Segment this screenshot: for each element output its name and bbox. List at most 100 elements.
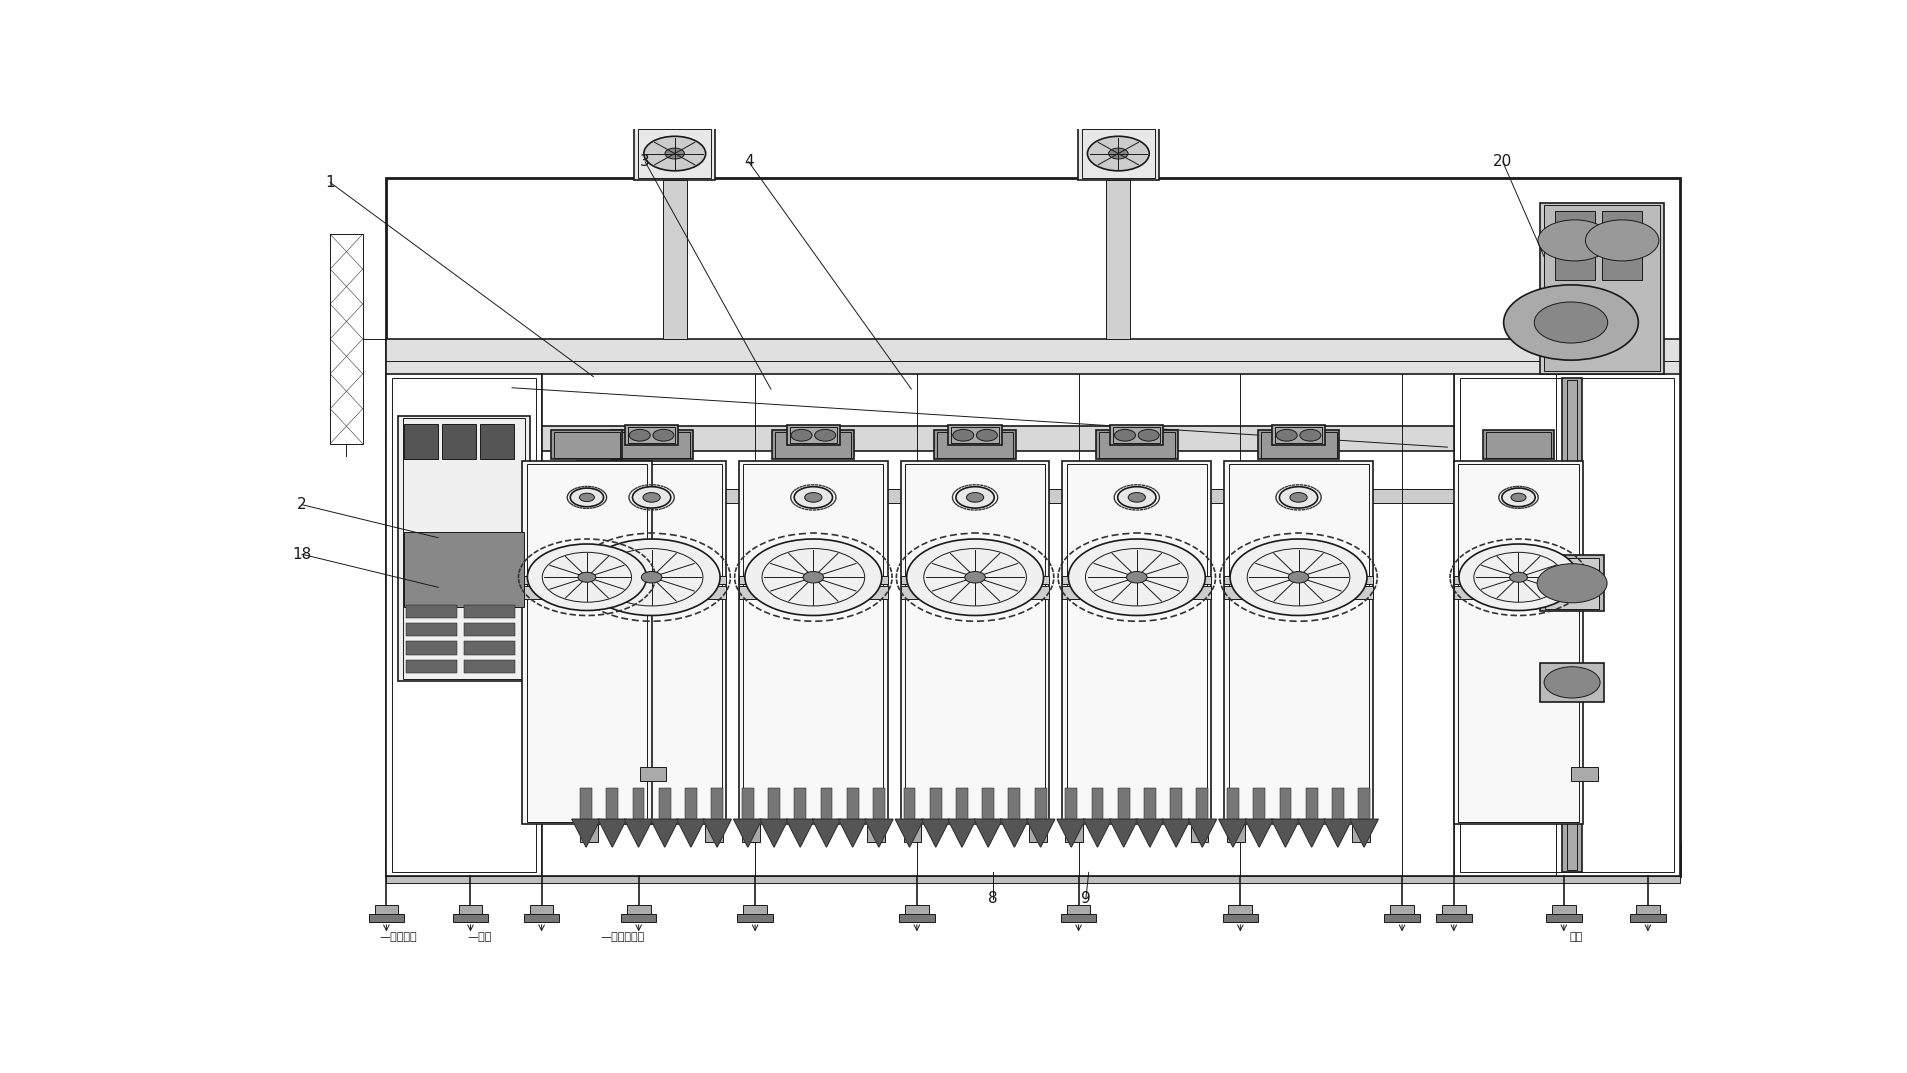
Bar: [385, 846, 1680, 877]
Circle shape: [1118, 487, 1156, 509]
Bar: [406, 660, 456, 673]
Bar: [1453, 461, 1583, 824]
Bar: [982, 788, 994, 819]
Bar: [406, 605, 456, 618]
Polygon shape: [1348, 819, 1377, 847]
Bar: [1257, 430, 1339, 459]
Polygon shape: [999, 819, 1028, 847]
Circle shape: [629, 429, 650, 441]
Bar: [1274, 427, 1322, 443]
Bar: [1169, 788, 1182, 819]
Bar: [1095, 430, 1177, 459]
Bar: [1034, 788, 1045, 819]
Circle shape: [744, 539, 881, 616]
Bar: [481, 424, 513, 458]
Bar: [330, 234, 362, 443]
Bar: [1190, 824, 1207, 841]
Bar: [1352, 824, 1369, 841]
Bar: [1453, 373, 1680, 877]
Bar: [1228, 906, 1251, 914]
Circle shape: [578, 572, 595, 583]
Bar: [789, 427, 837, 443]
Bar: [744, 906, 767, 914]
Bar: [1228, 464, 1367, 822]
Polygon shape: [837, 819, 866, 847]
Circle shape: [1510, 494, 1526, 501]
Bar: [578, 587, 727, 599]
Bar: [769, 788, 780, 819]
Bar: [1272, 426, 1325, 445]
Bar: [1550, 906, 1575, 914]
Bar: [1545, 914, 1581, 922]
Bar: [1028, 824, 1045, 841]
Text: —鼓气泡装置: —鼓气泡装置: [601, 931, 645, 942]
Circle shape: [1501, 488, 1535, 506]
Bar: [1453, 575, 1583, 584]
Circle shape: [584, 539, 719, 616]
Bar: [1459, 378, 1674, 872]
Bar: [620, 914, 656, 922]
Bar: [1253, 788, 1264, 819]
Bar: [385, 178, 1680, 877]
Text: —控制电筱: —控制电筱: [379, 931, 416, 942]
Bar: [385, 339, 1680, 387]
Bar: [1280, 788, 1291, 819]
Bar: [627, 427, 675, 443]
Bar: [625, 426, 677, 445]
Bar: [580, 824, 597, 841]
Polygon shape: [1188, 819, 1217, 847]
Bar: [1482, 430, 1554, 459]
Bar: [1226, 788, 1238, 819]
Circle shape: [965, 572, 984, 583]
Bar: [1062, 587, 1211, 599]
Bar: [402, 418, 524, 678]
Polygon shape: [597, 819, 625, 847]
Bar: [772, 430, 854, 459]
Bar: [610, 430, 692, 459]
Bar: [393, 378, 536, 872]
Bar: [524, 914, 559, 922]
Circle shape: [1276, 429, 1297, 441]
Bar: [458, 906, 482, 914]
Text: —进料: —进料: [467, 931, 492, 942]
Bar: [774, 431, 851, 458]
Bar: [900, 587, 1049, 599]
Text: 出料: 出料: [1568, 931, 1581, 942]
Bar: [1009, 788, 1020, 819]
Bar: [1261, 431, 1335, 458]
Bar: [1081, 129, 1154, 178]
Text: 8: 8: [988, 892, 997, 907]
Bar: [1571, 766, 1598, 780]
Polygon shape: [894, 819, 923, 847]
Polygon shape: [1056, 819, 1085, 847]
Bar: [463, 642, 515, 655]
Bar: [706, 824, 723, 841]
Polygon shape: [1245, 819, 1272, 847]
Bar: [1566, 380, 1577, 870]
Bar: [1106, 180, 1129, 339]
Bar: [1112, 427, 1159, 443]
Bar: [1453, 587, 1583, 599]
Polygon shape: [973, 819, 1001, 847]
Polygon shape: [732, 819, 761, 847]
Bar: [1077, 127, 1158, 180]
Bar: [1144, 788, 1156, 819]
Bar: [1064, 824, 1083, 841]
Bar: [578, 461, 727, 824]
Circle shape: [652, 429, 673, 441]
Bar: [786, 426, 839, 445]
Polygon shape: [624, 819, 652, 847]
Circle shape: [570, 488, 603, 506]
Bar: [580, 788, 591, 819]
Bar: [1539, 203, 1663, 373]
Bar: [1224, 575, 1373, 584]
Circle shape: [1585, 220, 1657, 261]
Bar: [685, 788, 696, 819]
Bar: [1543, 205, 1659, 371]
Bar: [904, 464, 1045, 822]
Bar: [662, 180, 687, 339]
Circle shape: [643, 493, 660, 502]
Bar: [614, 431, 688, 458]
Bar: [929, 788, 942, 819]
Polygon shape: [1083, 819, 1112, 847]
